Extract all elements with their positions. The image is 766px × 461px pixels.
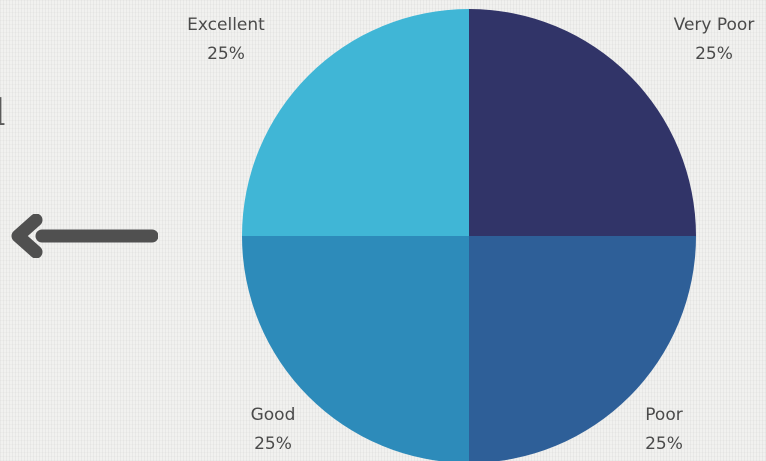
slice-value-good: 25%	[254, 434, 292, 454]
slice-label-good: Good	[251, 405, 296, 425]
slice-value-very-poor: 25%	[695, 44, 733, 64]
slice-label-poor: Poor	[645, 405, 682, 425]
pie-slice-poor	[469, 236, 696, 461]
arrow-left-icon[interactable]	[6, 214, 158, 258]
slice-label-very-poor: Very Poor	[674, 15, 755, 35]
slice-value-poor: 25%	[645, 434, 683, 454]
partial-text: l	[0, 96, 6, 132]
slice-label-excellent: Excellent	[187, 15, 265, 35]
pie-slice-very-poor	[469, 9, 696, 236]
slice-value-excellent: 25%	[207, 44, 245, 64]
pie-slice-excellent	[242, 9, 469, 236]
pie-slice-good	[242, 236, 469, 461]
